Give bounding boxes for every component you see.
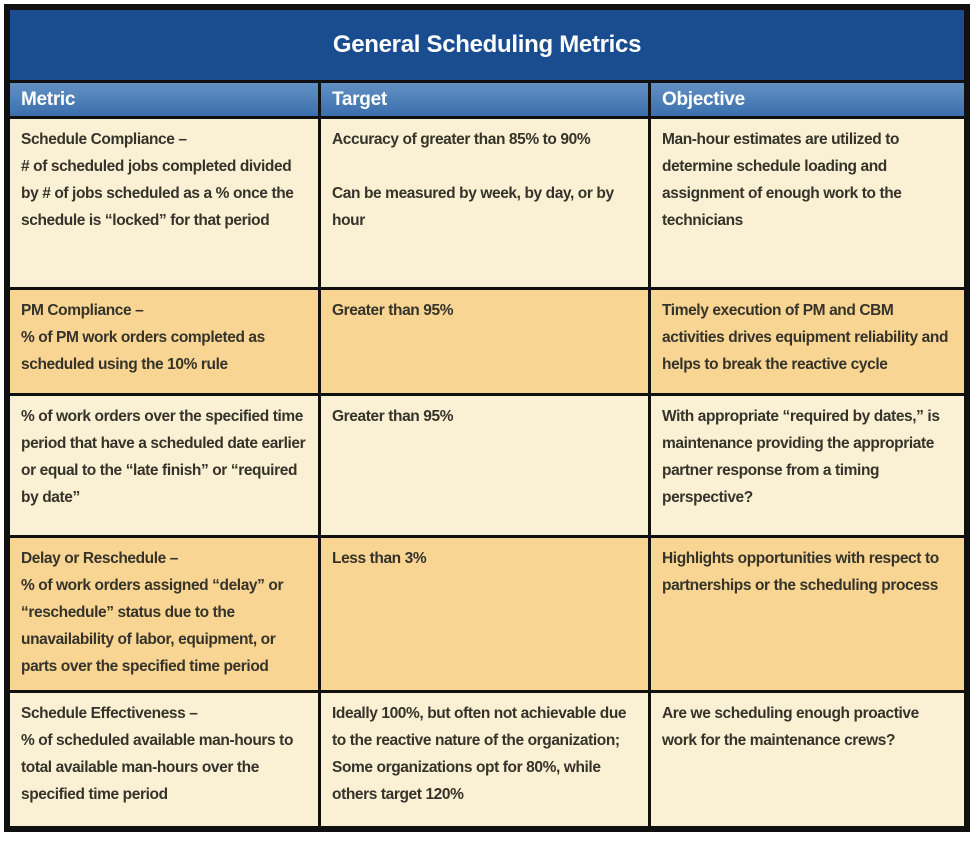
row2-target-cell: Greater than 95%	[321, 290, 648, 393]
column-header-metric: Metric	[10, 83, 318, 116]
row4-metric-cell: Delay or Reschedule – % of work orders a…	[10, 538, 318, 690]
row3-target-cell: Greater than 95%	[321, 396, 648, 535]
row2-objective-cell: Timely execution of PM and CBM activitie…	[651, 290, 964, 393]
row3-objective-cell: With appropriate “required by dates,” is…	[651, 396, 964, 535]
table-title: General Scheduling Metrics	[10, 10, 964, 80]
row1-metric-cell: Schedule Compliance – # of scheduled job…	[10, 119, 318, 287]
general-scheduling-metrics-table: General Scheduling Metrics Metric Target…	[4, 4, 970, 832]
row4-objective-cell: Highlights opportunities with respect to…	[651, 538, 964, 690]
row3-metric-cell: % of work orders over the specified time…	[10, 396, 318, 535]
column-header-objective: Objective	[651, 83, 964, 116]
row1-objective-cell: Man-hour estimates are utilized to deter…	[651, 119, 964, 287]
row1-target-cell: Accuracy of greater than 85% to 90% Can …	[321, 119, 648, 287]
row5-objective-cell: Are we scheduling enough proactive work …	[651, 693, 964, 826]
column-header-target: Target	[321, 83, 648, 116]
row2-metric-cell: PM Compliance – % of PM work orders comp…	[10, 290, 318, 393]
row5-target-cell: Ideally 100%, but often not achievable d…	[321, 693, 648, 826]
row4-target-cell: Less than 3%	[321, 538, 648, 690]
row5-metric-cell: Schedule Effectiveness – % of scheduled …	[10, 693, 318, 826]
